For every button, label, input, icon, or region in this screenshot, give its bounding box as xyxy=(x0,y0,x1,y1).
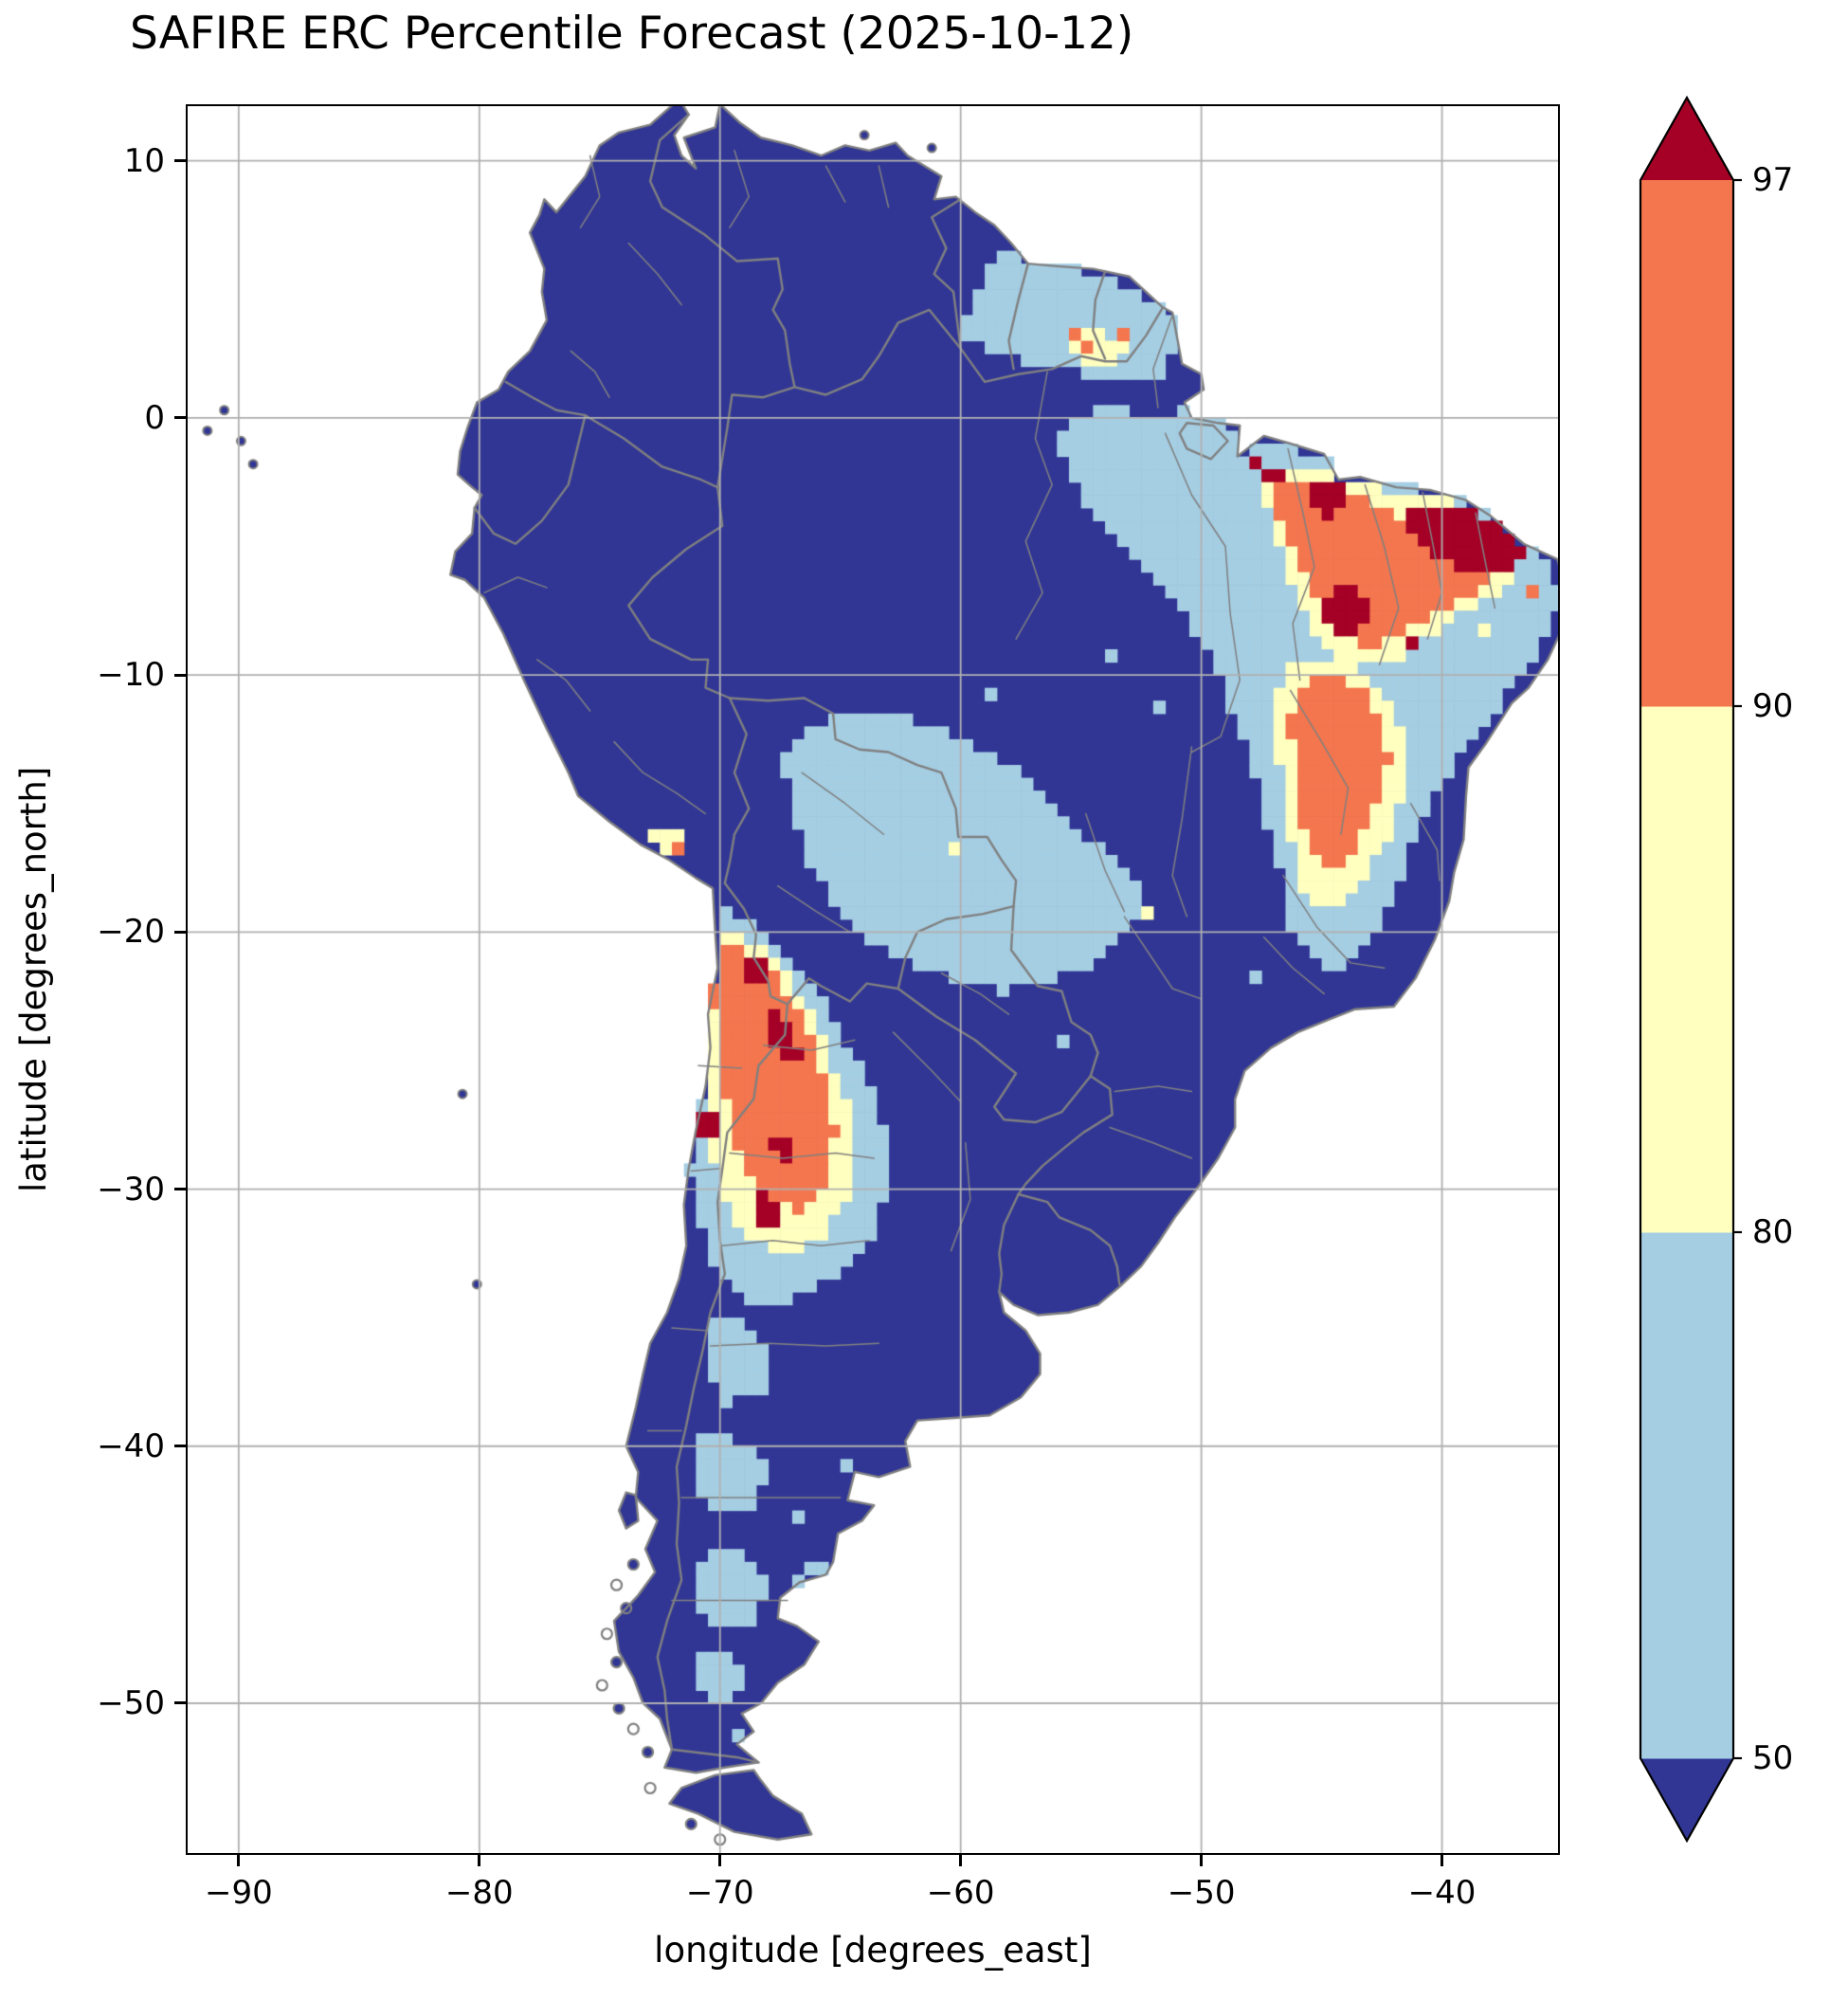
x-tick-label: −50 xyxy=(1167,1874,1236,1912)
y-tick-label: 10 xyxy=(123,141,165,180)
y-tick-mark xyxy=(174,159,186,163)
y-tick-mark xyxy=(174,1445,186,1448)
y-tick-mark xyxy=(174,673,186,677)
x-tick-mark xyxy=(237,1855,241,1866)
x-tick-label: −60 xyxy=(926,1874,995,1912)
y-axis-label: latitude [degrees_north] xyxy=(13,766,54,1193)
x-tick-mark xyxy=(1200,1855,1204,1866)
y-tick-label: −40 xyxy=(97,1427,165,1465)
colorbar-under-arrow xyxy=(1640,1758,1733,1841)
x-tick-label: −80 xyxy=(444,1874,514,1912)
x-tick-label: −90 xyxy=(204,1874,273,1912)
x-tick-mark xyxy=(959,1855,963,1866)
colorbar-tick-label: 90 xyxy=(1752,687,1794,725)
map-canvas xyxy=(186,104,1560,1855)
y-tick-mark xyxy=(174,1701,186,1705)
colorbar-tick-label: 80 xyxy=(1752,1213,1794,1251)
colorbar-tick-label: 50 xyxy=(1752,1739,1794,1777)
colorbar-segment-p50_80 xyxy=(1640,1232,1733,1759)
colorbar-over-arrow xyxy=(1640,98,1733,180)
y-tick-label: −20 xyxy=(97,913,165,952)
x-tick-mark xyxy=(1440,1855,1444,1866)
y-tick-mark xyxy=(174,930,186,934)
colorbar-tick-label: 97 xyxy=(1752,161,1794,199)
y-tick-label: −10 xyxy=(97,656,165,695)
y-tick-mark xyxy=(174,416,186,420)
colorbar-outline xyxy=(1639,95,1735,1844)
y-tick-label: −30 xyxy=(97,1170,165,1208)
y-tick-label: −50 xyxy=(97,1683,165,1722)
x-tick-label: −40 xyxy=(1407,1874,1477,1912)
colorbar-segment-p90_97 xyxy=(1640,180,1733,707)
chart-title: SAFIRE ERC Percentile Forecast (2025-10-… xyxy=(130,8,1134,60)
x-tick-mark xyxy=(718,1855,722,1866)
x-tick-mark xyxy=(478,1855,481,1866)
x-tick-label: −70 xyxy=(685,1874,754,1912)
y-tick-label: 0 xyxy=(144,398,165,437)
x-axis-label: longitude [degrees_east] xyxy=(654,1930,1092,1971)
y-tick-mark xyxy=(174,1188,186,1191)
colorbar-segment-p80_90 xyxy=(1640,706,1733,1233)
